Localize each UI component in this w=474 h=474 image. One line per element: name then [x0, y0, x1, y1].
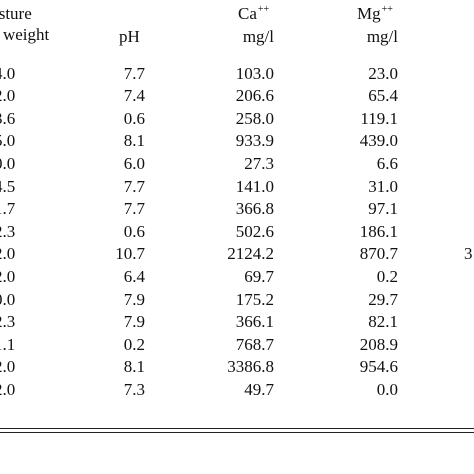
ca-charge: ++ [257, 4, 270, 15]
ca-unit-header: mg/l [242, 27, 274, 46]
ca-cell: 502.6 [235, 222, 274, 241]
moisture-cell: 1.7 [0, 199, 16, 218]
ph-cell: 7.9 [123, 290, 145, 309]
table-row: 2.0 10.7 2124.2 870.7 3 [0, 243, 474, 265]
moisture-cell: 2.0 [0, 86, 16, 105]
ph-header: pH [119, 27, 140, 46]
table-row: 2.0 8.1 3386.8 954.6 [0, 356, 474, 378]
ph-cell: 0.6 [123, 109, 145, 128]
moisture-cell: 2.0 [0, 357, 16, 376]
table-bottom-rule-double [0, 432, 474, 433]
mg-cell: 23.0 [368, 64, 398, 83]
ph-cell: 7.3 [123, 380, 145, 399]
ca-header: Ca++ [238, 4, 269, 27]
mg-charge: ++ [381, 4, 393, 15]
mg-cell: 0.0 [376, 380, 398, 399]
ph-cell: 6.4 [123, 267, 145, 286]
ca-cell: 366.1 [235, 312, 274, 331]
ph-cell: 7.7 [123, 199, 145, 218]
table-row: 2.0 6.4 69.7 0.2 [0, 266, 474, 288]
moisture-cell: 4.0 [0, 64, 16, 83]
moisture-cell: 0.0 [0, 290, 16, 309]
mg-cell: 65.4 [368, 86, 398, 105]
table-row: 5.0 8.1 933.9 439.0 [0, 130, 474, 152]
mg-header: Mg++ [357, 4, 393, 27]
ph-cell: 7.9 [123, 312, 145, 331]
ph-cell: 10.7 [115, 244, 145, 263]
ph-cell: 7.7 [123, 64, 145, 83]
ca-cell: 768.7 [235, 335, 274, 354]
ph-cell: 0.2 [123, 335, 145, 354]
ph-cell: 7.7 [123, 177, 145, 196]
mg-unit-header: mg/l [366, 27, 398, 46]
mg-cell: 870.7 [359, 244, 398, 263]
table-row: 1.1 0.2 768.7 208.9 [0, 334, 474, 356]
table-row: 4.0 7.7 103.0 23.0 [0, 63, 474, 85]
ca-cell: 141.0 [235, 177, 274, 196]
ca-cell: 27.3 [244, 154, 274, 173]
ca-cell: 258.0 [235, 109, 274, 128]
mg-element: Mg [357, 4, 381, 23]
mg-cell: 186.1 [359, 222, 398, 241]
moisture-cell: 4.5 [0, 177, 16, 196]
table-row: 2.3 7.9 366.1 82.1 [0, 311, 474, 333]
ca-cell: 366.8 [235, 199, 274, 218]
mg-cell: 119.1 [360, 109, 398, 128]
extra-cell: 3 [464, 244, 473, 263]
table-row: 0.0 7.9 175.2 29.7 [0, 289, 474, 311]
table-row: 2.0 7.3 49.7 0.0 [0, 379, 474, 401]
moisture-cell: 2.3 [0, 222, 16, 241]
ph-cell: 8.1 [123, 357, 145, 376]
ph-cell: 7.4 [123, 86, 145, 105]
table-row: 4.5 7.7 141.0 31.0 [0, 176, 474, 198]
ca-cell: 103.0 [235, 64, 274, 83]
moisture-cell: 5.0 [0, 131, 16, 150]
moisture-cell: 3.6 [0, 109, 16, 128]
table-row: 2.3 0.6 502.6 186.1 [0, 221, 474, 243]
mg-cell: 82.1 [368, 312, 398, 331]
mg-cell: 954.6 [359, 357, 398, 376]
moisture-cell: 2.3 [0, 312, 16, 331]
mg-cell: 0.2 [376, 267, 398, 286]
mg-cell: 29.7 [368, 290, 398, 309]
ca-cell: 3386.8 [227, 357, 274, 376]
moisture-header-line2: / weight [0, 25, 50, 44]
ph-cell: 6.0 [123, 154, 145, 173]
moisture-header-line1: isture [0, 4, 32, 23]
moisture-cell: 2.0 [0, 267, 16, 286]
moisture-cell: 2.0 [0, 244, 16, 263]
table-row: 2.0 7.4 206.6 65.4 [0, 85, 474, 107]
ca-cell: 69.7 [244, 267, 274, 286]
table-row: 0.0 6.0 27.3 6.6 [0, 153, 474, 175]
moisture-cell: 0.0 [0, 154, 16, 173]
table-bottom-rule [0, 428, 474, 429]
mg-cell: 97.1 [368, 199, 398, 218]
table-row: 1.7 7.7 366.8 97.1 [0, 198, 474, 220]
mg-cell: 208.9 [359, 335, 398, 354]
ph-cell: 0.6 [123, 222, 145, 241]
ca-cell: 2124.2 [227, 244, 274, 263]
ca-element: Ca [238, 4, 257, 23]
moisture-cell: 1.1 [0, 335, 16, 354]
ca-cell: 175.2 [235, 290, 274, 309]
ca-cell: 933.9 [235, 131, 274, 150]
ph-cell: 8.1 [123, 131, 145, 150]
moisture-cell: 2.0 [0, 380, 16, 399]
table-row: 3.6 0.6 258.0 119.1 [0, 108, 474, 130]
mg-cell: 6.6 [376, 154, 398, 173]
mg-cell: 31.0 [368, 177, 398, 196]
mg-cell: 439.0 [359, 131, 398, 150]
ca-cell: 49.7 [244, 380, 274, 399]
ca-cell: 206.6 [235, 86, 274, 105]
